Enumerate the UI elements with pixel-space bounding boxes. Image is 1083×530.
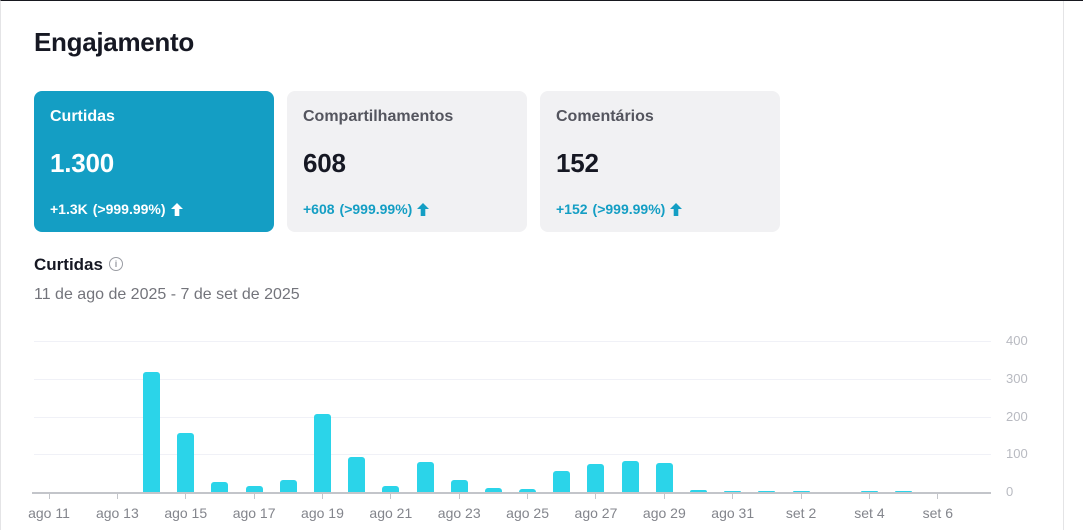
bar[interactable]: [724, 490, 742, 492]
metric-cards: Curtidas 1.300 +1.3K (>999.99%) Comparti…: [34, 91, 780, 232]
bar[interactable]: [143, 371, 161, 492]
info-icon[interactable]: i: [108, 257, 123, 271]
chart-section-header: Curtidas i: [34, 255, 123, 275]
x-axis-tick: [253, 494, 255, 499]
x-axis-label: ago 19: [301, 505, 344, 521]
card-value: 1.300: [50, 148, 115, 178]
change-amount: +608: [303, 201, 335, 217]
metric-card-comments[interactable]: Comentários 152 +152 (>999.99%): [540, 91, 780, 232]
metric-card-likes[interactable]: Curtidas 1.300 +1.3K (>999.99%): [34, 91, 274, 232]
x-axis-tick: [595, 494, 597, 499]
gridline: [34, 378, 991, 380]
page-title: Engajamento: [34, 27, 194, 57]
card-change: +608 (>999.99%): [303, 201, 511, 217]
bar[interactable]: [792, 490, 810, 492]
card-label: Comentários: [556, 108, 654, 125]
gridline: [34, 454, 991, 456]
up-arrow-icon: [670, 202, 683, 216]
x-axis-tick: [458, 494, 460, 499]
chart-title: Curtidas: [34, 255, 103, 274]
bar[interactable]: [245, 486, 263, 492]
x-axis-tick: [800, 494, 802, 499]
x-axis-label: ago 15: [164, 505, 208, 521]
x-axis-label: ago 11: [28, 505, 70, 521]
bar[interactable]: [313, 413, 331, 492]
card-label: Compartilhamentos: [303, 108, 454, 125]
x-axis-tick: [732, 494, 734, 499]
bar[interactable]: [450, 480, 468, 492]
change-amount: +1.3K: [50, 201, 88, 217]
x-axis-label: ago 21: [369, 505, 413, 521]
bar[interactable]: [519, 489, 537, 492]
x-axis-label: ago 25: [506, 505, 549, 521]
y-axis-label: 0: [1006, 484, 1014, 499]
card-label: Curtidas: [50, 108, 115, 125]
bar[interactable]: [348, 456, 366, 492]
change-percent: (>999.99%): [92, 201, 166, 217]
bar[interactable]: [211, 482, 229, 492]
x-axis-label: set 6: [922, 505, 953, 521]
x-axis-tick: [390, 494, 392, 499]
x-axis-tick: [185, 494, 187, 499]
likes-bar-chart: 0 100 200 300 400 ago 11 ago 13 ago 15 ago 17 ago…: [1, 333, 1083, 527]
x-axis-tick: [937, 494, 939, 499]
x-axis-label: ago 29: [642, 505, 686, 521]
x-axis-label: ago 17: [232, 505, 276, 521]
bar[interactable]: [655, 462, 673, 492]
x-axis-label: ago 27: [574, 505, 618, 521]
bar[interactable]: [621, 460, 639, 492]
bar[interactable]: [860, 490, 878, 492]
bar[interactable]: [382, 486, 400, 492]
x-axis-tick: [321, 494, 323, 499]
metric-card-shares[interactable]: Compartilhamentos 608 +608 (>999.99%): [287, 91, 527, 232]
x-axis-label: set 4: [854, 505, 885, 521]
up-arrow-icon: [170, 202, 183, 216]
x-axis-tick: [48, 494, 50, 499]
x-axis-label: ago 31: [711, 505, 755, 521]
change-percent: (>999.99%): [592, 201, 666, 217]
y-axis-label: 100: [1006, 446, 1028, 462]
bar[interactable]: [279, 479, 297, 492]
y-axis-label: 400: [1006, 333, 1028, 348]
bar[interactable]: [690, 490, 708, 492]
card-change: +1.3K (>999.99%): [50, 201, 258, 217]
x-axis-label: ago 23: [437, 505, 481, 521]
bar[interactable]: [553, 471, 571, 492]
bar[interactable]: [416, 461, 434, 492]
x-axis-tick: [663, 494, 665, 499]
date-range: 11 de ago de 2025 - 7 de set de 2025: [34, 286, 300, 303]
x-axis-tick: [527, 494, 529, 499]
change-amount: +152: [556, 201, 588, 217]
x-axis-tick: [868, 494, 870, 499]
x-axis-label: set 2: [785, 505, 817, 521]
x-axis-tick: [116, 494, 118, 499]
bar[interactable]: [895, 490, 913, 492]
panel-right-border: [1063, 1, 1064, 530]
gridline: [34, 341, 991, 342]
gridline: [34, 416, 991, 418]
card-value: 152: [556, 148, 599, 178]
change-percent: (>999.99%): [339, 201, 413, 217]
x-axis-label: ago 13: [95, 505, 139, 521]
bar[interactable]: [758, 490, 776, 492]
bar[interactable]: [587, 463, 605, 492]
card-change: +152 (>999.99%): [556, 201, 764, 217]
bar[interactable]: [177, 433, 195, 492]
up-arrow-icon: [417, 202, 430, 216]
card-value: 608: [303, 148, 346, 178]
y-axis-label: 200: [1006, 408, 1028, 424]
x-axis-line: [32, 492, 991, 494]
y-axis-label: 300: [1006, 370, 1028, 386]
bar[interactable]: [484, 488, 502, 492]
